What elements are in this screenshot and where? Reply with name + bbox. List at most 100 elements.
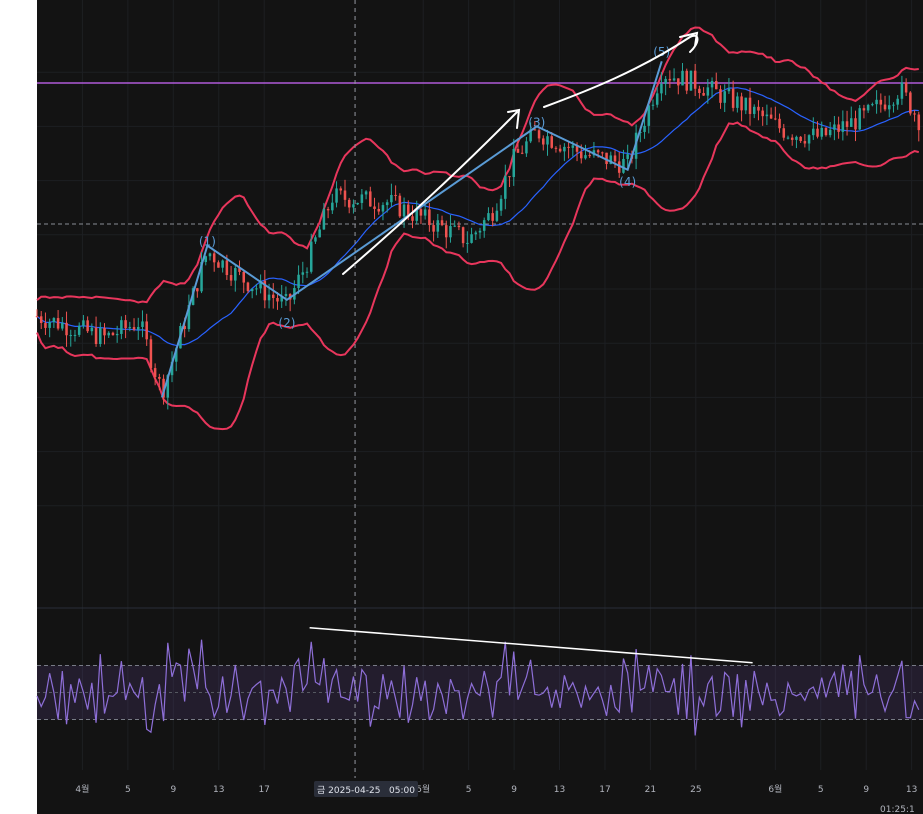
candle-body [339, 188, 343, 191]
candle-body [56, 318, 60, 329]
candle-body [407, 204, 410, 217]
candle-body [892, 104, 895, 106]
candle-body [769, 114, 773, 119]
candle-body [512, 148, 516, 177]
candle-body [373, 206, 376, 209]
candle-body [748, 97, 752, 114]
candle-body [381, 205, 385, 212]
candle-body [601, 152, 604, 154]
wave-label: (4) [619, 175, 636, 189]
x-tick-label: 13 [554, 785, 565, 795]
candle-body [208, 253, 212, 257]
candle-body [136, 326, 140, 330]
candle-body [364, 191, 368, 195]
candle-body [423, 209, 427, 216]
candle-body [394, 194, 397, 196]
candle-body [778, 118, 781, 129]
x-tick-label: 21 [645, 785, 656, 795]
candle-body [828, 129, 832, 136]
candle-body [533, 129, 537, 131]
candle-body [668, 78, 672, 81]
candle-body [719, 89, 722, 103]
candle-body [786, 137, 790, 139]
candle-body [765, 114, 769, 117]
candle-body [94, 327, 98, 345]
wave-label: (1) [199, 235, 216, 249]
candle-body [369, 191, 372, 207]
candle-body [124, 320, 127, 329]
candle-body [558, 148, 562, 152]
candle-body [850, 118, 853, 127]
candle-body [913, 113, 916, 115]
candle-body [525, 141, 528, 154]
candle-body [900, 82, 904, 99]
candle-body [44, 322, 47, 328]
oscillator-pane[interactable] [36, 626, 923, 736]
candle-body [347, 199, 351, 208]
candle-body [82, 320, 85, 326]
candle-body [457, 225, 461, 228]
candle-body [837, 124, 840, 132]
candle-body [305, 271, 309, 273]
candle-body [727, 88, 731, 92]
candle-body [170, 361, 174, 376]
candle-body [879, 99, 883, 105]
x-tick-label: 13 [906, 785, 917, 795]
candle-body [571, 145, 575, 148]
candle-body [841, 121, 845, 132]
candle-body [145, 321, 148, 340]
candle-body [326, 209, 330, 211]
candle-body [563, 146, 566, 152]
candle-body [52, 318, 56, 323]
candle-body [229, 275, 233, 281]
price-pane[interactable]: (1) (2) (3) (4) (5) [35, 26, 923, 431]
candle-body [234, 268, 237, 281]
candle-body [217, 262, 220, 268]
candle-body [520, 152, 524, 154]
candle-body [875, 99, 878, 105]
candle-body [238, 268, 241, 272]
candle-body [428, 209, 431, 226]
hand-drawn-arrow-1 [342, 108, 521, 275]
x-tick-label: 17 [599, 785, 610, 795]
x-axis: 4월 5 9 13 17 5월 5 9 13 17 21 25 6월 5 9 13 [75, 783, 917, 795]
candle-body [318, 229, 321, 238]
candle-body [567, 146, 570, 148]
candle-body [613, 155, 617, 162]
x-tick-label: 9 [511, 785, 517, 795]
candle-body [812, 128, 815, 136]
x-tick-label: 5 [125, 785, 131, 795]
candle-body [643, 125, 646, 132]
x-tick-label: 4월 [75, 783, 89, 795]
candle-body [622, 158, 625, 173]
candle-body [744, 97, 748, 111]
candle-body [335, 188, 338, 203]
candle-body [584, 155, 587, 159]
candle-body [807, 135, 811, 144]
candle-body [162, 378, 165, 398]
candle-body [824, 127, 828, 136]
candle-body [267, 294, 271, 301]
candle-body [672, 78, 676, 81]
x-tick-label: 6월 [768, 783, 782, 795]
candle-body [803, 141, 807, 144]
candle-body [284, 294, 288, 296]
candle-body [432, 225, 435, 232]
candle-body [183, 326, 186, 330]
candle-body [495, 210, 499, 221]
candle-body [702, 93, 705, 96]
candle-body [904, 82, 908, 93]
candle-body [833, 124, 836, 130]
candle-body [402, 204, 406, 217]
candle-body [651, 104, 655, 106]
candle-body [706, 87, 710, 96]
candle-body [246, 282, 250, 292]
candle-body [461, 227, 465, 244]
candle-body [854, 118, 857, 130]
crosshair-date-label: 금 2025-04-25 05:00 [317, 785, 415, 796]
bollinger-basis-line [36, 87, 919, 347]
candle-body [790, 137, 794, 140]
candle-body [65, 322, 68, 336]
candle-body [453, 225, 456, 227]
